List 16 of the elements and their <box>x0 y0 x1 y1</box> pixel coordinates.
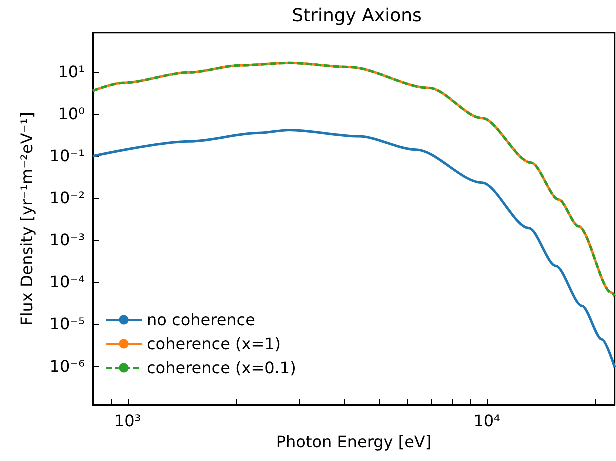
legend-label: coherence (x=1) <box>147 334 282 354</box>
y-tick-label: 10¹ <box>58 62 85 82</box>
y-axis-title: Flux Density [yr⁻¹m⁻²eV⁻¹] <box>18 112 36 326</box>
y-tick-label: 10⁻⁵ <box>50 314 85 334</box>
chart-title: Stringy Axions <box>292 6 422 26</box>
legend-label: no coherence <box>147 310 256 330</box>
x-tick-label: 10³ <box>114 412 142 430</box>
y-tick-label: 10⁻² <box>50 188 85 208</box>
x-tick-label: 10⁴ <box>474 412 500 430</box>
y-tick-label: 10⁻³ <box>50 230 85 250</box>
legend-label: coherence (x=0.1) <box>147 358 296 378</box>
y-tick-label: 10⁻⁶ <box>50 356 85 376</box>
x-axis-title: Photon Energy [eV] <box>276 432 432 452</box>
y-tick-label: 10⁰ <box>58 104 85 124</box>
y-tick-label: 10⁻⁴ <box>50 272 85 292</box>
y-tick-label: 10⁻¹ <box>50 146 85 166</box>
